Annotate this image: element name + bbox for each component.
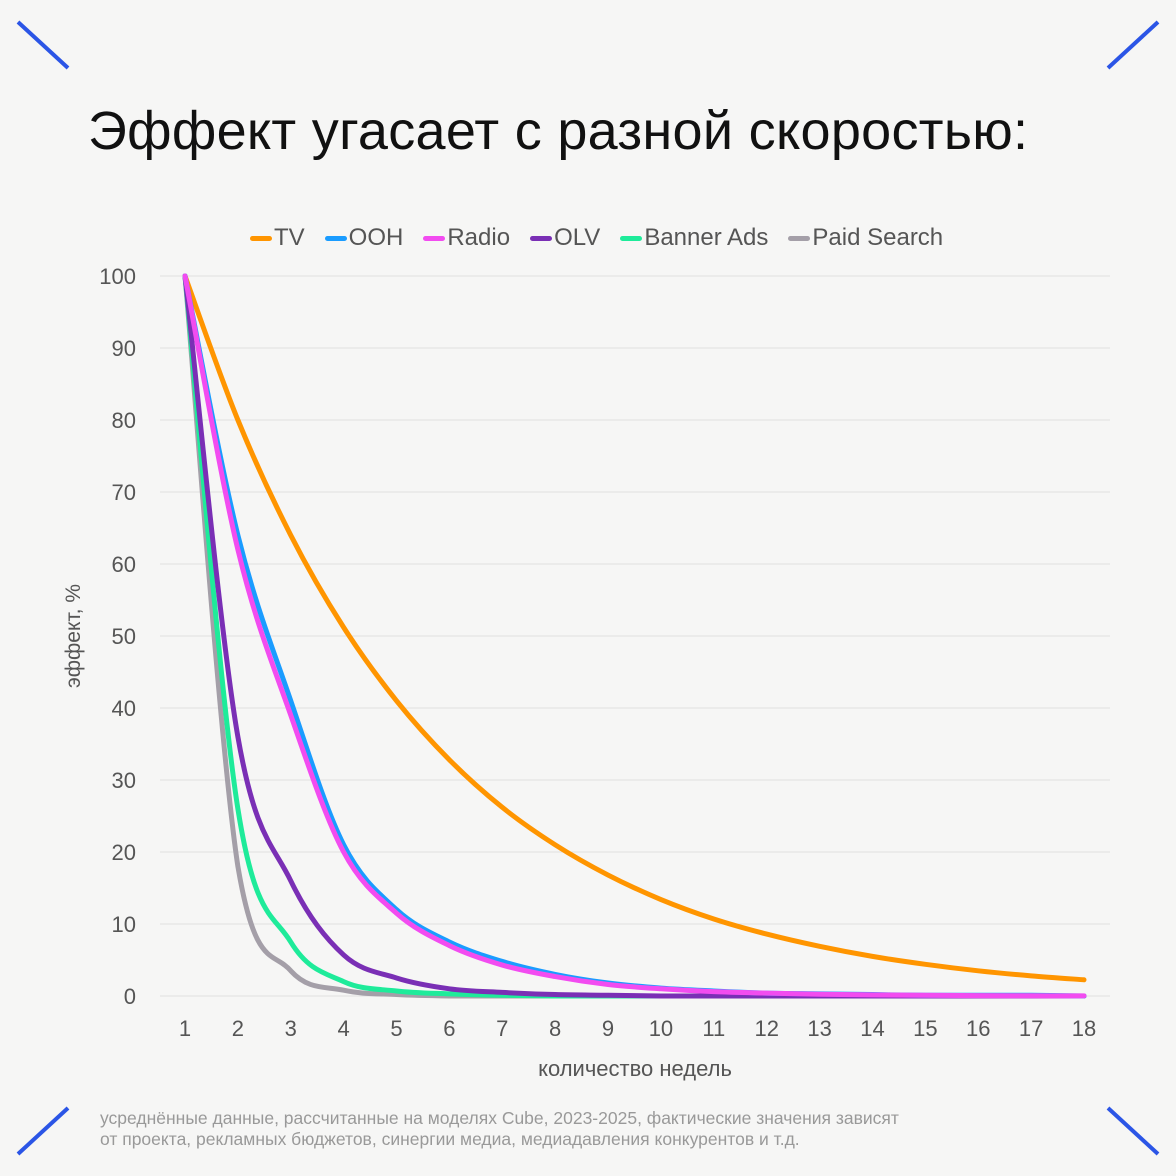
x-tick-label: 16 xyxy=(966,1016,990,1041)
corner-mark-bottom-left xyxy=(16,1106,70,1156)
legend-label: OLV xyxy=(554,224,601,251)
y-tick-label: 40 xyxy=(112,696,136,721)
x-tick-label: 7 xyxy=(496,1016,508,1041)
x-tick-label: 2 xyxy=(232,1016,244,1041)
x-tick-label: 8 xyxy=(549,1016,561,1041)
legend-item: Banner Ads xyxy=(620,224,768,252)
y-tick-label: 70 xyxy=(112,480,136,505)
x-tick-label: 5 xyxy=(390,1016,402,1041)
legend-swatch xyxy=(324,235,347,241)
y-tick-label: 80 xyxy=(112,408,136,433)
legend-label: Radio xyxy=(447,224,511,251)
legend-swatch xyxy=(620,235,643,241)
legend-swatch xyxy=(423,235,446,241)
x-tick-label: 4 xyxy=(338,1016,350,1041)
footnote-line-2: от проекта, рекламных бюджетов, синергии… xyxy=(100,1129,800,1149)
legend-item: OOH xyxy=(324,224,404,252)
footnote: усреднённые данные, рассчитанные на моде… xyxy=(100,1108,899,1150)
x-tick-label: 18 xyxy=(1072,1016,1096,1041)
corner-mark-bottom-right xyxy=(1106,1106,1160,1156)
legend-item: Radio xyxy=(423,224,510,252)
x-tick-label: 14 xyxy=(860,1016,884,1041)
x-tick-label: 1 xyxy=(179,1016,191,1041)
x-tick-label: 9 xyxy=(602,1016,614,1041)
legend-item: Paid Search xyxy=(788,224,943,252)
corner-mark-top-left xyxy=(16,20,70,70)
x-tick-label: 10 xyxy=(649,1016,673,1041)
chart-legend: TV OOH Radio OLV Banner Ads Paid Search xyxy=(250,224,943,252)
legend-label: Paid Search xyxy=(812,224,944,251)
x-axis-label: количество недель xyxy=(538,1056,732,1081)
legend-label: Banner Ads xyxy=(644,224,769,251)
y-tick-label: 60 xyxy=(112,552,136,577)
legend-item: OLV xyxy=(530,224,600,252)
footnote-line-1: усреднённые данные, рассчитанные на моде… xyxy=(100,1108,899,1128)
x-tick-label: 11 xyxy=(702,1016,725,1041)
x-tick-label: 3 xyxy=(285,1016,297,1041)
corner-mark-top-right xyxy=(1106,20,1160,70)
x-tick-label: 15 xyxy=(913,1016,937,1041)
series-line-tv xyxy=(182,273,1087,983)
legend-label: TV xyxy=(274,224,305,251)
legend-swatch xyxy=(250,235,272,241)
legend-swatch xyxy=(788,235,811,241)
y-tick-label: 50 xyxy=(112,624,136,649)
y-tick-label: 30 xyxy=(112,768,136,793)
y-tick-label: 10 xyxy=(112,912,136,937)
y-tick-label: 0 xyxy=(124,984,136,1009)
x-tick-label: 6 xyxy=(443,1016,455,1041)
y-tick-label: 100 xyxy=(99,264,136,289)
series-line-radio xyxy=(182,273,1087,999)
legend-item: TV xyxy=(250,224,305,252)
x-tick-label: 13 xyxy=(807,1016,831,1041)
y-tick-label: 20 xyxy=(112,840,136,865)
y-tick-label: 90 xyxy=(112,336,136,361)
legend-swatch xyxy=(530,235,553,241)
legend-label: OOH xyxy=(348,224,404,251)
x-tick-label: 17 xyxy=(1019,1016,1043,1041)
y-axis-label: эффект, % xyxy=(62,583,85,689)
page-title: Эффект угасает с разной скоростью: xyxy=(88,101,1029,161)
x-tick-label: 12 xyxy=(754,1016,778,1041)
